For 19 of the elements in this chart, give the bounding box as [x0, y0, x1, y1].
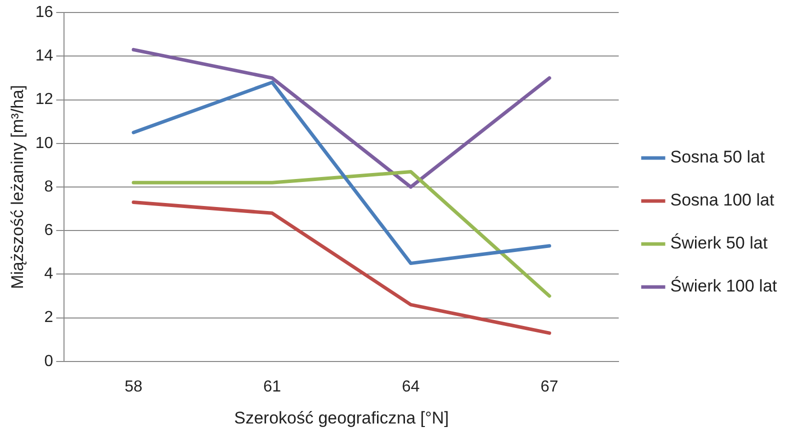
- legend-label: Świerk 100 lat: [670, 276, 778, 296]
- y-tick-label: 0: [44, 352, 54, 370]
- legend-label: Sosna 100 lat: [670, 190, 774, 210]
- y-tick-label: 2: [44, 309, 54, 326]
- x-tick-label: 61: [263, 378, 282, 396]
- x-tick-label: 64: [402, 378, 420, 396]
- y-tick-label: 14: [35, 48, 54, 65]
- y-tick-label: 4: [44, 266, 54, 283]
- y-tick-label: 6: [44, 222, 54, 240]
- y-tick-label: 8: [44, 178, 54, 196]
- x-axis-title: Szerokość geograficzna [°N]: [234, 408, 449, 428]
- y-tick-label: 16: [35, 4, 54, 22]
- y-tick-label: 12: [35, 91, 54, 108]
- y-axis-title: Miąższość leżaniny [m³/ha]: [8, 84, 27, 290]
- x-tick-label: 67: [540, 378, 558, 396]
- x-tick-label: 58: [124, 378, 143, 396]
- legend-label: Sosna 50 lat: [670, 148, 766, 167]
- y-tick-label: 10: [35, 134, 54, 152]
- legend-label: Świerk 50 lat: [670, 232, 768, 253]
